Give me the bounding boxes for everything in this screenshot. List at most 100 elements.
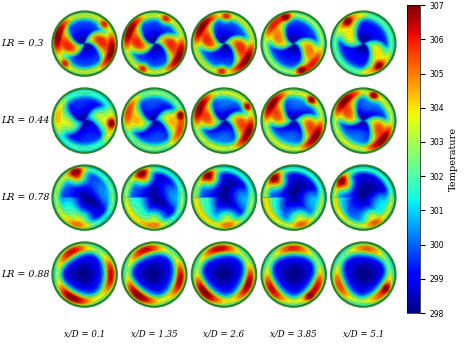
Point xyxy=(151,272,158,277)
Point xyxy=(151,272,158,277)
Point xyxy=(81,195,88,200)
Point xyxy=(81,41,88,46)
Point xyxy=(151,118,158,123)
Point xyxy=(81,272,88,277)
Point xyxy=(151,118,158,123)
Point xyxy=(359,41,367,46)
Point xyxy=(151,272,158,277)
Point xyxy=(359,272,367,277)
Point xyxy=(151,41,158,46)
Point xyxy=(220,195,228,200)
Point xyxy=(151,41,158,46)
Point xyxy=(290,195,298,200)
Point xyxy=(220,118,228,123)
Point xyxy=(359,118,367,123)
Point xyxy=(359,272,367,277)
Point xyxy=(220,195,228,200)
Point xyxy=(359,118,367,123)
Point xyxy=(290,118,298,123)
Point xyxy=(290,41,298,46)
Point xyxy=(359,195,367,200)
Point xyxy=(81,41,88,46)
Point xyxy=(151,195,158,200)
Point xyxy=(290,195,298,200)
Point xyxy=(81,118,88,123)
Point xyxy=(359,195,367,200)
Point xyxy=(220,41,228,46)
Point xyxy=(359,272,367,277)
Point xyxy=(359,41,367,46)
Point xyxy=(359,118,367,123)
Point xyxy=(151,118,158,123)
Point xyxy=(359,272,367,277)
Point xyxy=(359,118,367,123)
Point xyxy=(151,118,158,123)
Point xyxy=(81,118,88,123)
Point xyxy=(151,195,158,200)
Point xyxy=(290,272,298,277)
Point xyxy=(151,195,158,200)
Point xyxy=(359,41,367,46)
Point xyxy=(81,272,88,277)
Point xyxy=(290,272,298,277)
Point xyxy=(290,118,298,123)
Point xyxy=(220,41,228,46)
Point xyxy=(81,195,88,200)
Point xyxy=(290,272,298,277)
Point xyxy=(290,195,298,200)
Point xyxy=(359,41,367,46)
Point xyxy=(290,272,298,277)
Point xyxy=(359,41,367,46)
Point xyxy=(220,41,228,46)
Point xyxy=(359,272,367,277)
Point xyxy=(151,195,158,200)
Point xyxy=(151,272,158,277)
Point xyxy=(220,272,228,277)
Point xyxy=(359,118,367,123)
Point xyxy=(81,41,88,46)
Point xyxy=(151,41,158,46)
Point xyxy=(220,195,228,200)
Point xyxy=(290,118,298,123)
Point xyxy=(290,195,298,200)
Point xyxy=(290,41,298,46)
Point xyxy=(151,118,158,123)
Point xyxy=(81,272,88,277)
Point xyxy=(81,41,88,46)
Point xyxy=(151,41,158,46)
Point xyxy=(81,41,88,46)
Point xyxy=(359,272,367,277)
Point xyxy=(81,118,88,123)
Point xyxy=(81,118,88,123)
Point xyxy=(359,195,367,200)
Point xyxy=(220,195,228,200)
Point xyxy=(290,41,298,46)
Point xyxy=(220,195,228,200)
Point xyxy=(220,41,228,46)
Point xyxy=(220,195,228,200)
Point xyxy=(151,272,158,277)
Point xyxy=(151,272,158,277)
Point xyxy=(359,118,367,123)
Point xyxy=(81,41,88,46)
Point xyxy=(151,41,158,46)
Point xyxy=(290,272,298,277)
Point xyxy=(151,41,158,46)
Point xyxy=(220,118,228,123)
Point xyxy=(359,118,367,123)
Point xyxy=(220,195,228,200)
Point xyxy=(290,272,298,277)
Point xyxy=(359,118,367,123)
Point xyxy=(151,41,158,46)
Point xyxy=(359,195,367,200)
Point xyxy=(151,272,158,277)
Point xyxy=(359,41,367,46)
Point xyxy=(151,118,158,123)
Point xyxy=(359,195,367,200)
Point xyxy=(359,272,367,277)
Point xyxy=(359,41,367,46)
Point xyxy=(290,195,298,200)
Point xyxy=(290,41,298,46)
Point xyxy=(151,118,158,123)
Point xyxy=(290,41,298,46)
